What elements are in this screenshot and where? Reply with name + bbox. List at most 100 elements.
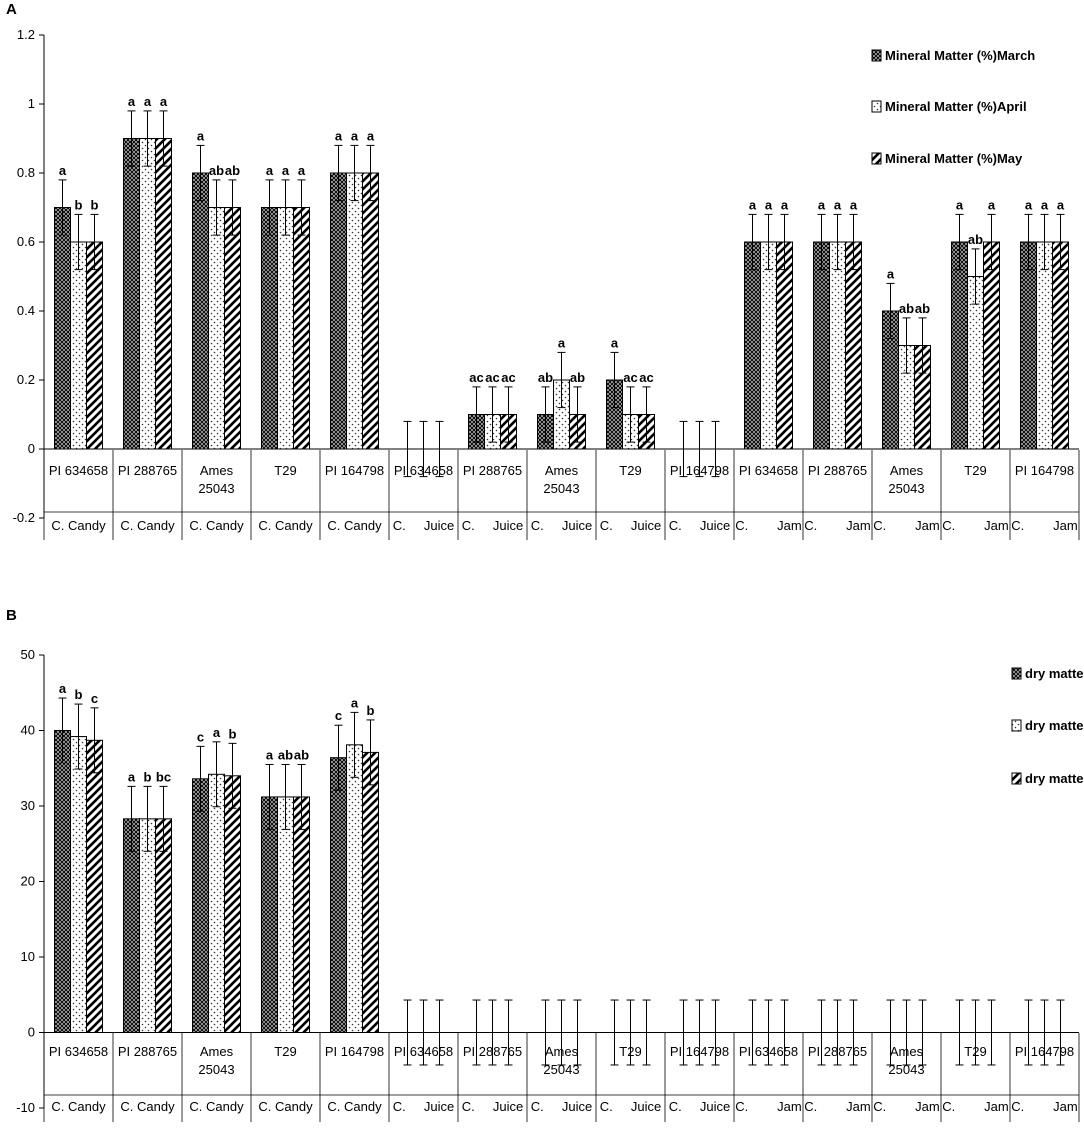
category-label: PI 288765 <box>118 1044 177 1059</box>
group-label: C. Juice <box>600 1099 661 1114</box>
significance-label: a <box>1041 197 1049 212</box>
group-label: C. Juice <box>669 518 730 533</box>
significance-label: ab <box>538 370 553 385</box>
legend: Mineral Matter (%)March Mineral Matter (%… <box>871 48 1035 166</box>
significance-label: b <box>91 197 99 212</box>
group-label: C. Candy <box>258 1099 313 1114</box>
y-tick-label: 40 <box>21 723 35 738</box>
significance-label: a <box>850 197 858 212</box>
panel-label: B <box>6 607 17 624</box>
chart-panel-A: A -0.2 0 0.2 0.4 0.6 0.8 1 1.2 PI 634658 C. Candy P… <box>6 1 1080 540</box>
y-tick-label: 30 <box>21 798 35 813</box>
bar <box>346 744 363 1033</box>
category-label: PI 634658 <box>739 463 798 478</box>
category-label: Ames 25043 <box>198 463 234 496</box>
category-label: T29 <box>274 463 296 478</box>
y-tick-label: 0 <box>28 441 35 456</box>
category-label: Ames 25043 <box>198 1044 234 1077</box>
significance-label: a <box>611 335 619 350</box>
bar <box>277 796 294 1033</box>
significance-label: ac <box>485 370 499 385</box>
legend-label: dry matter (%) March <box>1025 666 1084 681</box>
category-label: PI 634658 <box>49 463 108 478</box>
significance-label: a <box>558 335 566 350</box>
group-label: C. Jam <box>735 1099 801 1114</box>
significance-label: c <box>91 691 98 706</box>
significance-label: a <box>59 681 67 696</box>
group-label: C. Juice <box>531 1099 592 1114</box>
bar <box>224 775 241 1033</box>
legend-swatch <box>871 152 882 165</box>
y-tick-label: 20 <box>21 874 35 889</box>
category-label: PI 288765 <box>808 463 867 478</box>
category-label: PI 634658 <box>49 1044 108 1059</box>
bar <box>293 796 310 1033</box>
bar <box>70 736 87 1033</box>
group-label: C. Juice <box>531 518 592 533</box>
significance-label: a <box>887 266 895 281</box>
group-label: C. Candy <box>189 1099 244 1114</box>
significance-label: a <box>144 94 152 109</box>
y-tick-label: 1.2 <box>17 27 35 42</box>
significance-label: a <box>335 128 343 143</box>
significance-label: ab <box>294 747 309 762</box>
significance-label: c <box>197 729 204 744</box>
group-label: C. Jam <box>804 518 870 533</box>
y-tick-label: 1 <box>28 96 35 111</box>
bar <box>776 241 793 450</box>
significance-label: ac <box>469 370 483 385</box>
significance-label: ac <box>623 370 637 385</box>
group-label: C. Candy <box>258 518 313 533</box>
significance-label: b <box>75 687 83 702</box>
significance-label: a <box>266 747 274 762</box>
significance-label: b <box>229 726 237 741</box>
y-tick-label: 0 <box>28 1025 35 1040</box>
bar <box>829 241 846 450</box>
group-label: C. Jam <box>1011 1099 1077 1114</box>
significance-label: a <box>781 197 789 212</box>
group-label: C. Jam <box>873 1099 939 1114</box>
significance-label: a <box>765 197 773 212</box>
group-label: C. Jam <box>804 1099 870 1114</box>
bar <box>70 241 87 450</box>
bar <box>362 172 379 450</box>
category-label: Ames 25043 <box>543 1044 579 1077</box>
y-tick-label: -0.2 <box>13 510 35 525</box>
bar <box>86 739 103 1033</box>
significance-label: b <box>367 703 375 718</box>
bar <box>293 207 310 450</box>
significance-label: a <box>213 725 221 740</box>
legend-label: Mineral Matter (%)May <box>885 151 1023 166</box>
category-label: Ames 25043 <box>888 463 924 496</box>
bar <box>54 730 71 1033</box>
category-label: PI 164798 <box>1015 463 1074 478</box>
group-label: C. Jam <box>1011 518 1077 533</box>
significance-label: ac <box>501 370 515 385</box>
bar <box>261 796 278 1033</box>
group-label: C. Juice <box>600 518 661 533</box>
group-label: C. Jam <box>942 1099 1008 1114</box>
significance-label: b <box>75 197 83 212</box>
bar <box>744 241 761 450</box>
bar <box>1036 241 1053 450</box>
group-label: C. Candy <box>327 518 382 533</box>
significance-label: ab <box>915 301 930 316</box>
category-label: T29 <box>619 463 641 478</box>
legend-swatch <box>871 49 882 62</box>
significance-label: a <box>282 163 290 178</box>
legend: dry matter (%) March dry matter (%) April… <box>1011 666 1084 786</box>
bar <box>192 778 209 1033</box>
significance-label: ac <box>639 370 653 385</box>
category-label: PI 288765 <box>463 463 522 478</box>
significance-label: a <box>367 128 375 143</box>
y-tick-label: 0.4 <box>17 303 35 318</box>
group-label: C. Jam <box>942 518 1008 533</box>
bar <box>208 773 225 1033</box>
legend-swatch <box>1011 667 1022 680</box>
significance-label: a <box>956 197 964 212</box>
